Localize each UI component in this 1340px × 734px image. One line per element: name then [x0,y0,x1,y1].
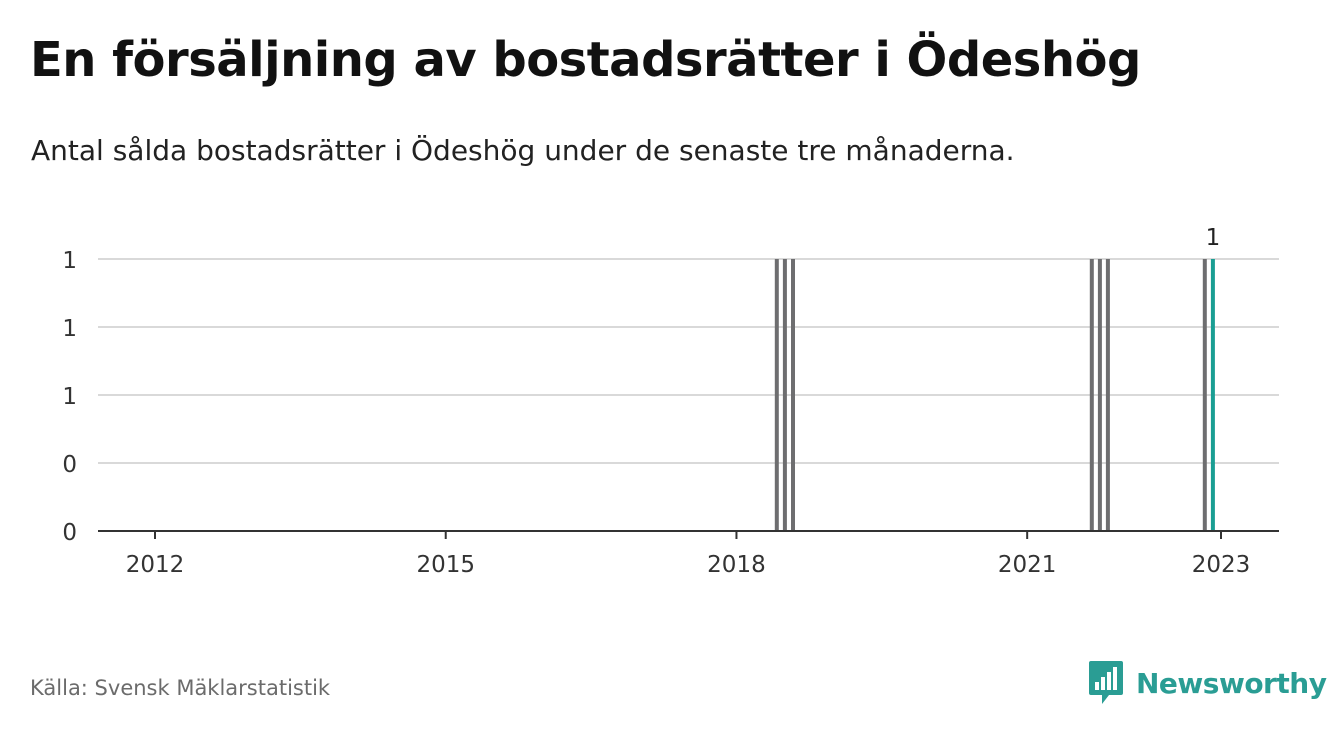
bar-highlight [1210,259,1215,531]
y-tick-label: 1 [62,384,77,410]
y-tick-label: 1 [62,316,77,342]
chart-title: En försäljning av bostadsrätter i Ödeshö… [30,32,1141,88]
bar [791,259,795,531]
x-tick-label: 2018 [707,552,766,578]
chart-subtitle: Antal sålda bostadsrätter i Ödeshög unde… [31,134,1015,167]
newsworthy-logo[interactable]: Newsworthy [1088,660,1327,706]
source-note: Källa: Svensk Mäklarstatistik [30,676,331,700]
brand-name: Newsworthy [1136,666,1327,700]
bar [1105,259,1110,531]
labels: 0 0 1 1 1 1 2012 2015 2018 2021 2023 [62,225,1250,578]
x-tick-label: 2015 [416,552,475,578]
x-tick-label: 2012 [126,552,185,578]
data-label: 1 [1206,225,1221,251]
x-tick-label: 2023 [1192,552,1251,578]
bar [1097,259,1102,531]
y-tick-label: 1 [62,248,77,274]
gridlines [98,258,1279,464]
y-tick-label: 0 [62,452,77,478]
bar [774,259,779,531]
x-tick-label: 2021 [998,552,1057,578]
axes [98,530,1279,539]
y-tick-label: 0 [62,520,77,546]
bar-chart: 0 0 1 1 1 1 2012 2015 2018 2021 2023 [62,225,1279,578]
bar [1089,259,1094,531]
newsworthy-logo-icon [1089,661,1123,704]
bars [774,259,1215,531]
bar [782,259,787,531]
bar [1202,259,1207,531]
